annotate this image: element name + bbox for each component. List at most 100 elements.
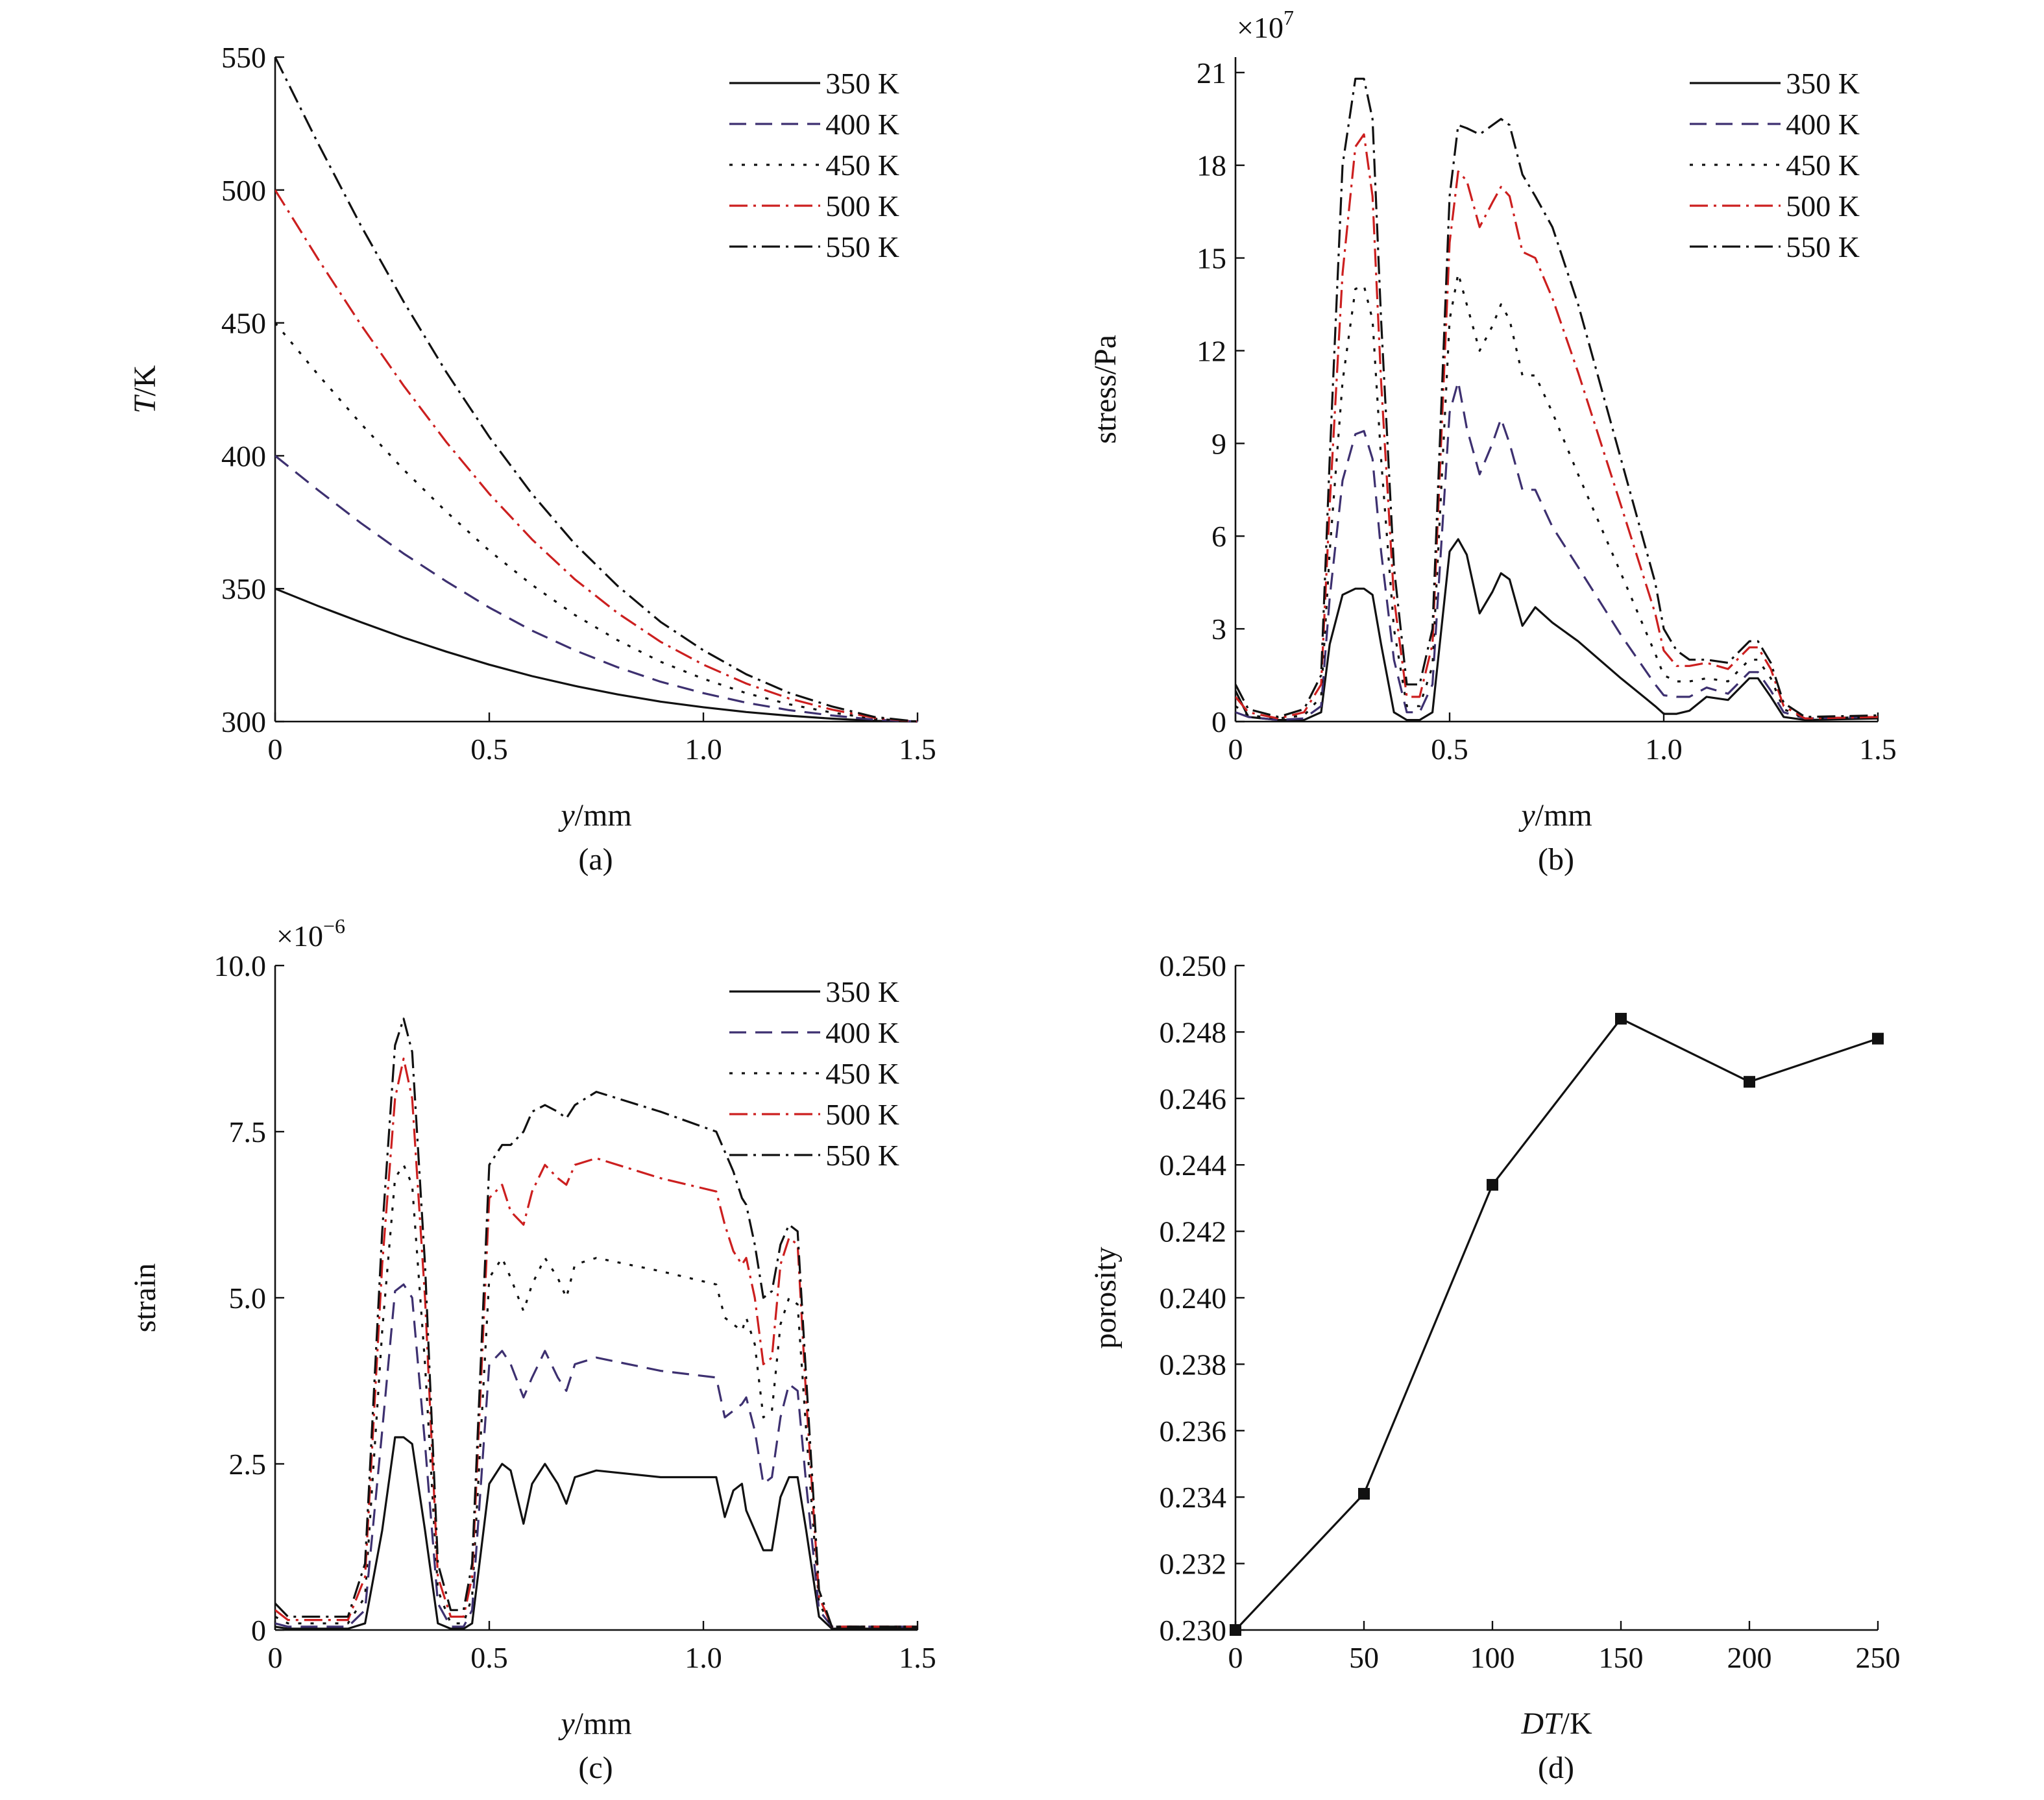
series-line-450K: [1235, 272, 1879, 720]
series-line-350K: [275, 587, 918, 723]
series-line-450K: [275, 1163, 918, 1628]
y-tick-label: 400: [221, 439, 266, 472]
axis-multiplier-exponent: 7: [1284, 6, 1294, 29]
legend-label: 350 K: [825, 975, 899, 1008]
x-tick-label: 0.5: [1431, 733, 1468, 766]
y-tick-label: 450: [221, 307, 266, 340]
panel-caption: (b): [1538, 842, 1574, 877]
x-tick-label: 250: [1856, 1641, 1901, 1674]
y-tick-label: 3: [1211, 613, 1226, 646]
axis-multiplier-base: ×10: [1237, 11, 1284, 44]
legend-label: 400 K: [825, 108, 899, 141]
y-axis-label: stress/Pa: [1088, 335, 1123, 444]
y-tick-label: 18: [1197, 149, 1226, 182]
legend-label: 400 K: [825, 1016, 899, 1049]
x-tick-label: 0.5: [470, 733, 508, 766]
data-point-marker: [1872, 1032, 1884, 1045]
y-tick-label: 300: [221, 705, 266, 738]
axis-multiplier: ×107: [1237, 6, 1294, 44]
x-axis-label: y/mm: [557, 798, 631, 833]
series-line-0: [1235, 1017, 1879, 1631]
y-tick-label: 0: [251, 1614, 266, 1647]
y-axis-label-unit: stress/Pa: [1088, 335, 1123, 444]
x-tick-label: 0.5: [470, 1641, 508, 1674]
series-line-500K: [275, 189, 918, 723]
y-axis-label-symbol: T: [128, 394, 162, 413]
axis-multiplier-exponent: −6: [323, 914, 345, 938]
y-tick-label: 0.240: [1160, 1282, 1227, 1315]
x-axis-label: y/mm: [557, 1707, 631, 1741]
y-tick-label: 15: [1197, 242, 1226, 275]
panel-caption: (c): [578, 1751, 613, 1785]
y-axis-label-unit: /K: [128, 365, 162, 396]
y-tick-label: 550: [221, 41, 266, 74]
y-axis-label: strain: [128, 1263, 162, 1333]
y-tick-label: 12: [1197, 334, 1226, 367]
chart-panel-2: 0 0.5 1.0 1.5 0 2.5 5.0 7.5 10.0 y/mm strain ×10−6 3…: [128, 914, 936, 1785]
legend-label: 500 K: [825, 1098, 899, 1131]
series-line-550K: [275, 1017, 918, 1628]
legend-label: 500 K: [825, 189, 899, 223]
chart-panel-0: 0 0.5 1.0 1.5 300 350 400 450 500 550 y/mm T/K 350 K…: [128, 41, 936, 877]
y-tick-label: 0.238: [1160, 1348, 1227, 1381]
x-axis-label-symbol: y: [557, 798, 575, 833]
y-tick-label: 0.242: [1160, 1215, 1227, 1248]
y-axis-label-unit: strain: [128, 1263, 162, 1333]
x-axis-label-unit: /mm: [575, 798, 632, 833]
legend-label: 350 K: [1786, 67, 1860, 100]
legend: 350 K 400 K 450 K 500 K 550 K: [729, 975, 899, 1172]
y-tick-label: 5.0: [229, 1282, 267, 1315]
y-tick-label: 10.0: [214, 949, 267, 982]
legend-label: 550 K: [1786, 230, 1860, 263]
series-line-500K: [275, 1057, 918, 1628]
x-axis-label-unit: /K: [1561, 1707, 1592, 1741]
series-line-500K: [1235, 133, 1879, 720]
y-tick-label: 0.248: [1160, 1016, 1227, 1049]
x-tick-label: 50: [1349, 1641, 1379, 1674]
x-tick-label: 1.0: [685, 733, 722, 766]
y-axis-label: porosity: [1088, 1247, 1123, 1348]
y-tick-label: 0.234: [1160, 1481, 1227, 1514]
y-tick-label: 0.244: [1160, 1149, 1227, 1182]
legend-label: 450 K: [825, 149, 899, 182]
data-point-marker: [1487, 1178, 1498, 1191]
legend-label: 500 K: [1786, 189, 1860, 223]
x-tick-label: 0: [1228, 1641, 1243, 1674]
y-tick-label: 0.236: [1160, 1415, 1227, 1448]
x-axis-label-symbol: DT: [1520, 1707, 1563, 1741]
x-tick-label: 200: [1727, 1641, 1772, 1674]
y-tick-label: 6: [1211, 520, 1226, 553]
y-tick-label: 350: [221, 572, 266, 605]
x-tick-label: 1.0: [685, 1641, 722, 1674]
legend-label: 450 K: [1786, 149, 1860, 182]
y-tick-label: 2.5: [229, 1448, 267, 1481]
x-tick-label: 1.5: [1859, 733, 1897, 766]
series-line-450K: [275, 322, 918, 723]
x-tick-label: 1.5: [899, 733, 936, 766]
series-line-550K: [275, 56, 918, 723]
series-line-350K: [1235, 538, 1879, 722]
y-tick-label: 0: [1211, 705, 1226, 738]
y-tick-label: 0.250: [1160, 949, 1227, 982]
data-point-marker: [1615, 1012, 1627, 1025]
legend-label: 550 K: [825, 230, 899, 263]
x-tick-label: 150: [1599, 1641, 1644, 1674]
legend-label: 450 K: [825, 1057, 899, 1090]
series-line-400K: [275, 1283, 918, 1628]
data-point-marker: [1744, 1076, 1755, 1088]
x-tick-label: 100: [1470, 1641, 1515, 1674]
x-tick-label: 1.5: [899, 1641, 936, 1674]
series-line-400K: [275, 455, 918, 723]
x-axis-label: DT/K: [1520, 1707, 1592, 1741]
y-tick-label: 21: [1197, 56, 1226, 90]
panel-caption: (d): [1538, 1751, 1574, 1785]
panel-caption: (a): [578, 842, 613, 877]
chart-panel-1: 0 0.5 1.0 1.5 0 3 6 9 12 15 18 21 y/mm stress/Pa ×107 3…: [1088, 6, 1897, 877]
x-axis-label: y/mm: [1518, 798, 1592, 833]
x-tick-label: 1.0: [1645, 733, 1683, 766]
legend: 350 K 400 K 450 K 500 K 550 K: [1690, 67, 1860, 263]
x-tick-label: 0: [268, 733, 283, 766]
x-tick-label: 0: [1228, 733, 1243, 766]
y-axis-label: T/K: [128, 365, 162, 413]
